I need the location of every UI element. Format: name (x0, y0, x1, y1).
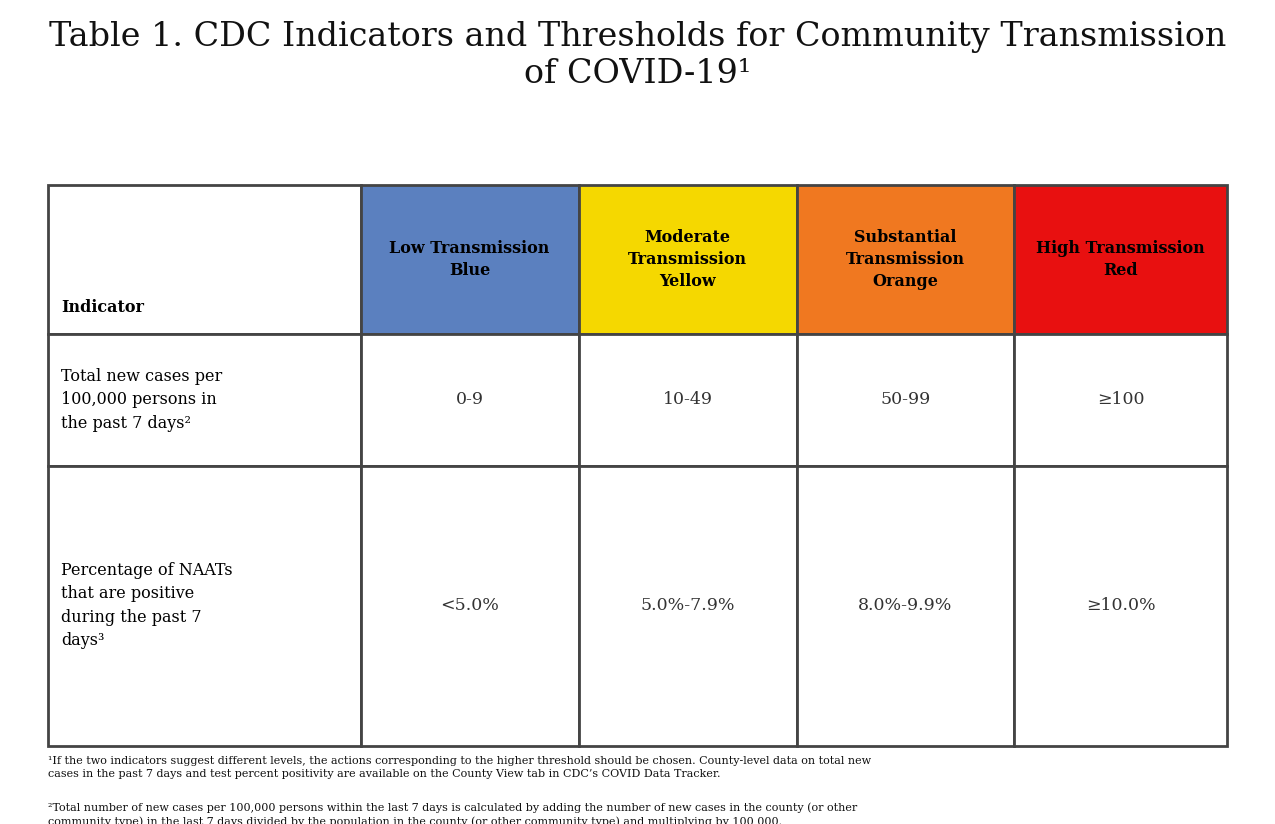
Bar (797, 185, 1015, 334)
Text: 8.0%-9.9%: 8.0%-9.9% (858, 597, 952, 614)
Text: 10-49: 10-49 (663, 391, 713, 408)
Bar (1015, 185, 1227, 334)
Text: ≥100: ≥100 (1096, 391, 1144, 408)
Text: Percentage of NAATs
that are positive
during the past 7
days³: Percentage of NAATs that are positive du… (61, 562, 233, 649)
Text: Table 1. CDC Indicators and Thresholds for Community Transmission: Table 1. CDC Indicators and Thresholds f… (48, 21, 1227, 53)
Text: 0-9: 0-9 (455, 391, 483, 408)
Text: Low Transmission
Blue: Low Transmission Blue (389, 240, 550, 279)
Bar (48, 334, 361, 466)
Text: 5.0%-7.9%: 5.0%-7.9% (640, 597, 734, 614)
Text: Substantial
Transmission
Orange: Substantial Transmission Orange (845, 229, 965, 290)
Bar (797, 334, 1015, 466)
Bar (579, 334, 797, 466)
Text: ¹If the two indicators suggest different levels, the actions corresponding to th: ¹If the two indicators suggest different… (48, 756, 872, 780)
Bar (48, 185, 361, 334)
Text: 50-99: 50-99 (881, 391, 931, 408)
Text: Moderate
Transmission
Yellow: Moderate Transmission Yellow (629, 229, 747, 290)
Text: <5.0%: <5.0% (440, 597, 499, 614)
Text: High Transmission
Red: High Transmission Red (1037, 240, 1205, 279)
Bar (1015, 334, 1227, 466)
Text: ²Total number of new cases per 100,000 persons within the last 7 days is calcula: ²Total number of new cases per 100,000 p… (48, 803, 858, 824)
Bar (361, 185, 579, 334)
Bar (48, 466, 361, 746)
Text: Indicator: Indicator (61, 298, 144, 316)
Text: Total new cases per
100,000 persons in
the past 7 days²: Total new cases per 100,000 persons in t… (61, 368, 222, 432)
Bar (797, 466, 1015, 746)
Bar (579, 466, 797, 746)
Bar (361, 466, 579, 746)
Text: ≥10.0%: ≥10.0% (1086, 597, 1155, 614)
Text: of COVID-19¹: of COVID-19¹ (524, 58, 751, 90)
Bar (361, 334, 579, 466)
Bar (579, 185, 797, 334)
Bar (1015, 466, 1227, 746)
